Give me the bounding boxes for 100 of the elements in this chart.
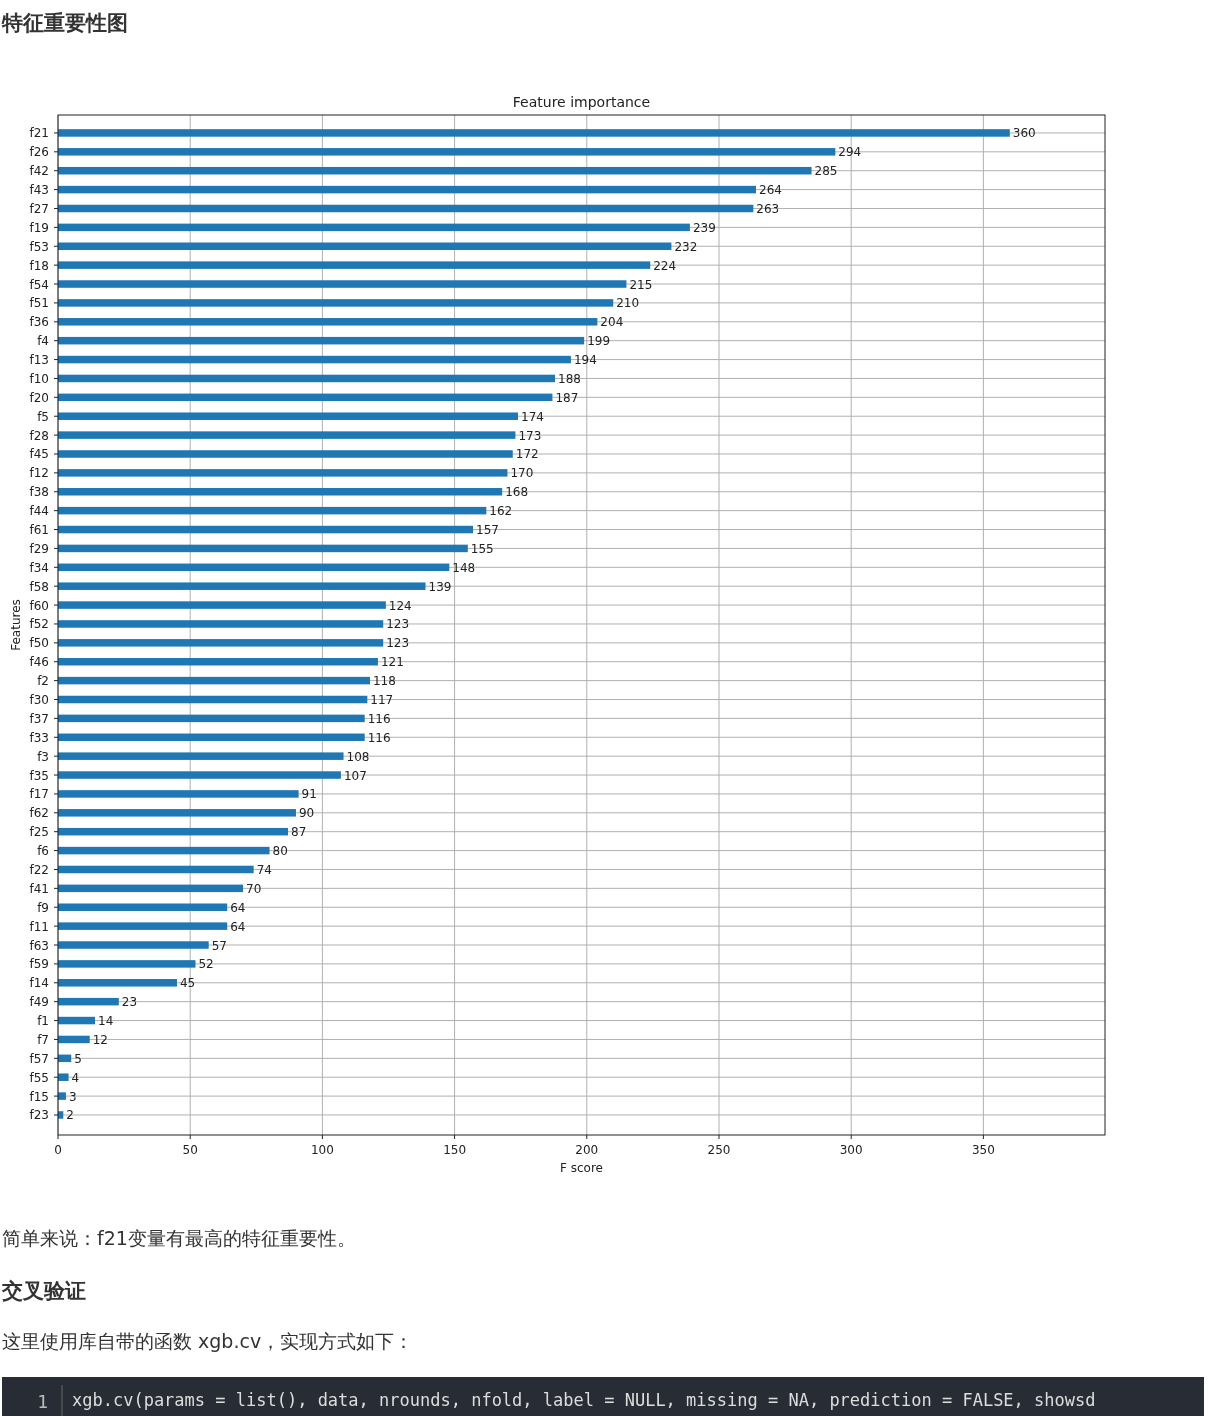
y-tick-label: f57 [29,1051,49,1066]
bar [58,185,756,194]
y-tick-label: f43 [29,183,49,198]
data-label: 148 [452,560,476,575]
data-label: 45 [179,976,196,991]
data-label: 187 [555,390,579,405]
bar [58,601,386,609]
bar [58,1073,69,1081]
y-tick-label: f22 [29,862,49,877]
data-label: 14 [98,1014,114,1029]
data-label: 123 [386,617,410,632]
data-label: 80 [272,844,288,859]
bar [58,960,196,968]
bar [58,790,299,798]
x-axis-title: F score [560,1161,603,1175]
data-label: 210 [616,296,640,311]
bar [58,676,370,685]
y-tick-label: f1 [37,1014,49,1029]
data-label: 116 [367,730,391,745]
data-label: 168 [505,485,529,500]
x-tick-label: 50 [182,1143,198,1157]
data-label: 174 [521,409,544,424]
data-label: 64 [230,919,246,934]
data-label: 224 [653,258,677,273]
y-tick-label: f26 [29,145,49,160]
data-label: 172 [515,447,539,462]
data-label: 3 [68,1089,77,1104]
y-tick-label: f41 [29,881,49,896]
y-tick-label: f13 [29,353,49,368]
y-tick-label: f60 [29,598,49,613]
bar [58,450,513,458]
bar [58,355,571,364]
bar [58,412,519,420]
bar [58,620,384,628]
y-tick-label: f52 [29,617,49,632]
y-tick-label: f3 [37,749,49,764]
y-tick-label: f15 [29,1089,49,1104]
data-label: 87 [291,825,307,840]
y-tick-label: f34 [29,560,49,575]
data-label: 264 [759,183,782,198]
y-tick-label: f4 [37,334,49,349]
y-tick-label: f28 [29,428,49,443]
bar [58,809,296,817]
y-tick-label: f46 [29,655,49,670]
data-label: 70 [246,881,262,896]
bar [58,469,508,477]
bar [58,941,209,949]
data-label: 23 [121,995,138,1010]
data-label: 285 [814,164,838,179]
y-tick-label: f7 [37,1032,49,1047]
bar [58,884,244,893]
data-label: 4 [71,1070,80,1085]
y-tick-label: f5 [37,409,49,424]
y-tick-label: f62 [29,806,49,821]
data-label: 64 [230,900,246,915]
y-tick-label: f55 [29,1070,49,1085]
y-tick-label: f18 [29,258,49,273]
text: 这里使用库自带的函数 xgb.cv，实现方式如下： [2,1330,414,1352]
data-label: 232 [674,239,698,254]
bar [58,997,119,1006]
y-tick-label: f11 [29,919,49,934]
y-axis-title: Features [9,599,23,651]
data-label: 121 [380,655,404,670]
data-label: 2 [66,1108,74,1123]
text: xgb.cv(params = list(), data, nrounds, nfold, label = NULL, missing = NA, prediction = FALSE, showsd [72,1390,1096,1410]
bar [58,1016,96,1025]
bar [58,903,228,911]
y-tick-label: f23 [29,1108,49,1123]
bar [58,865,254,874]
y-tick-label: f17 [29,787,49,802]
y-tick-label: f20 [29,390,49,405]
y-tick-label: f38 [29,485,49,500]
x-tick-label: 250 [707,1143,731,1157]
y-tick-label: f29 [29,541,49,556]
y-tick-label: f45 [29,447,49,462]
bar [58,374,556,383]
bar [58,431,516,439]
y-tick-label: f44 [29,504,49,519]
bar [58,639,384,647]
data-label: 116 [367,711,391,726]
y-tick-label: f53 [29,239,49,254]
y-tick-label: f50 [29,636,49,651]
bar [58,733,365,742]
y-tick-label: f30 [29,693,49,707]
y-tick-label: f49 [29,995,49,1010]
bar [58,771,341,779]
x-tick-label: 350 [971,1143,995,1157]
bar [58,827,289,836]
y-tick-label: f35 [29,768,49,783]
bar [58,922,228,930]
data-label: 162 [489,504,513,519]
y-tick-label: f14 [29,976,49,991]
data-label: 91 [301,787,317,802]
bar [58,544,468,553]
y-tick-label: f27 [29,201,49,216]
y-tick-label: f42 [29,164,49,179]
data-label: 173 [518,428,542,443]
data-label: 118 [372,674,396,689]
chart-title: Feature importance [512,94,651,110]
data-label: 360 [1012,126,1036,141]
